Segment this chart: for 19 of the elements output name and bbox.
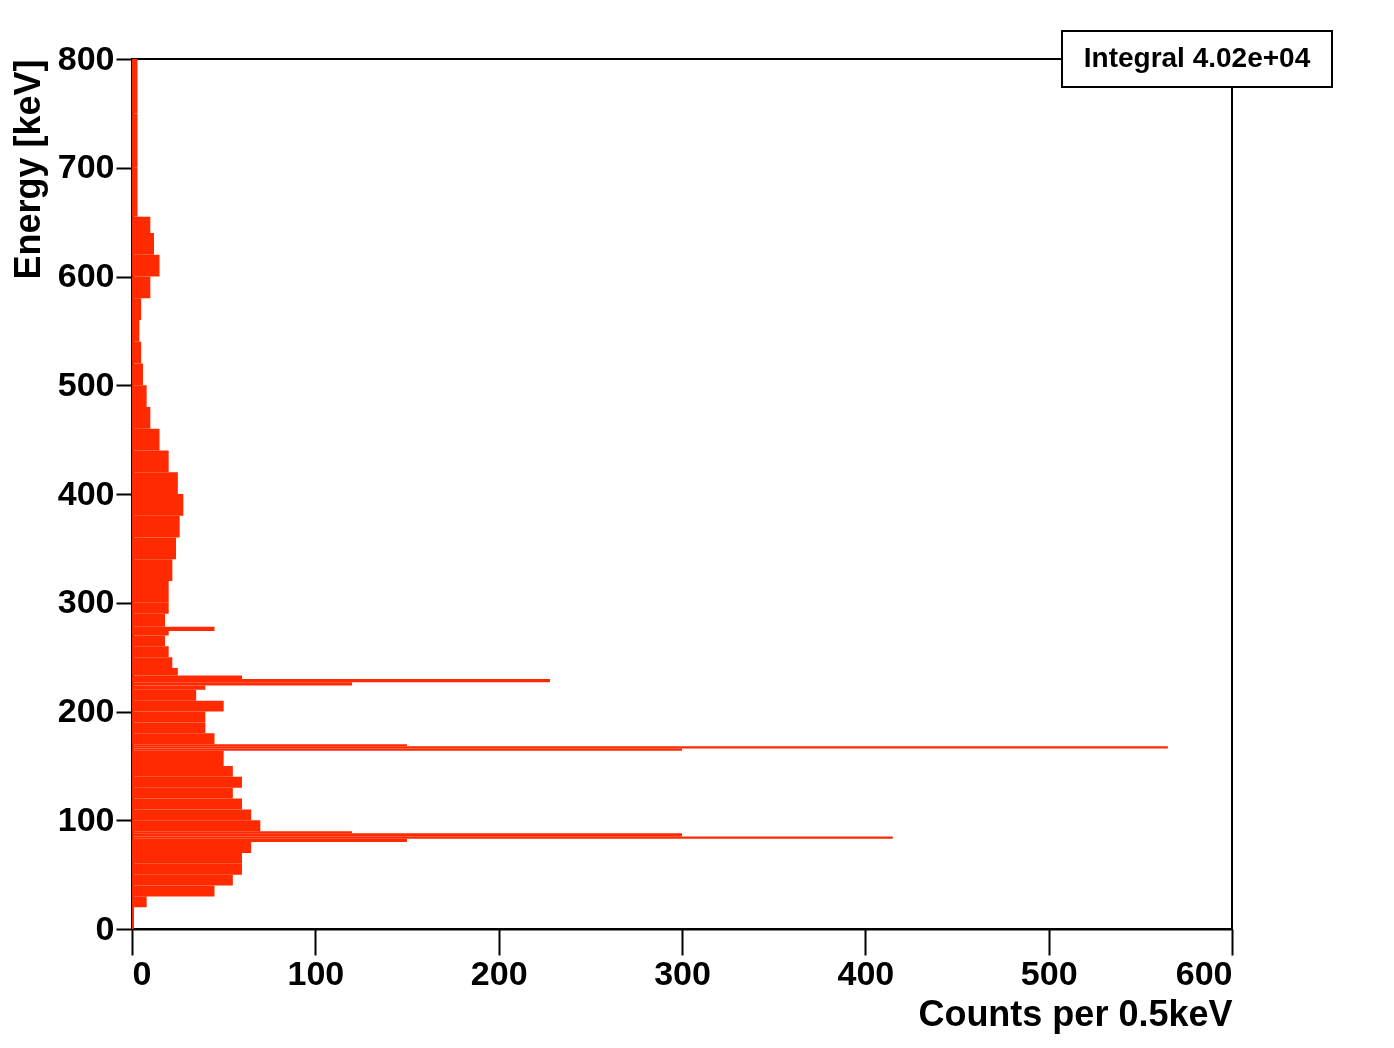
y-axis-title: Energy [keV] bbox=[6, 59, 48, 280]
y-tick-label: 200 bbox=[57, 691, 115, 729]
annotation: Integral 4.02e+04 bbox=[1083, 42, 1311, 73]
x-tick-label: 400 bbox=[837, 953, 895, 992]
x-tick-label: 500 bbox=[1020, 953, 1078, 992]
y-tick-label: 0 bbox=[95, 908, 115, 947]
x-tick-label: 300 bbox=[654, 953, 711, 992]
x-tick-label: 600 bbox=[1175, 953, 1233, 992]
y-tick-label: 700 bbox=[57, 147, 115, 186]
x-tick-label: 100 bbox=[287, 953, 345, 992]
y-tick-label: 100 bbox=[57, 799, 115, 838]
x-tick-label: 0 bbox=[132, 953, 152, 992]
x-axis-title: Counts per 0.5keV bbox=[918, 992, 1233, 1034]
y-tick-label: 400 bbox=[57, 473, 115, 512]
y-tick-label: 500 bbox=[57, 364, 115, 403]
y-tick-label: 600 bbox=[57, 256, 115, 294]
y-tick-label: 300 bbox=[57, 582, 115, 621]
x-tick-label: 200 bbox=[470, 953, 528, 992]
y-tick-label: 800 bbox=[57, 38, 115, 77]
